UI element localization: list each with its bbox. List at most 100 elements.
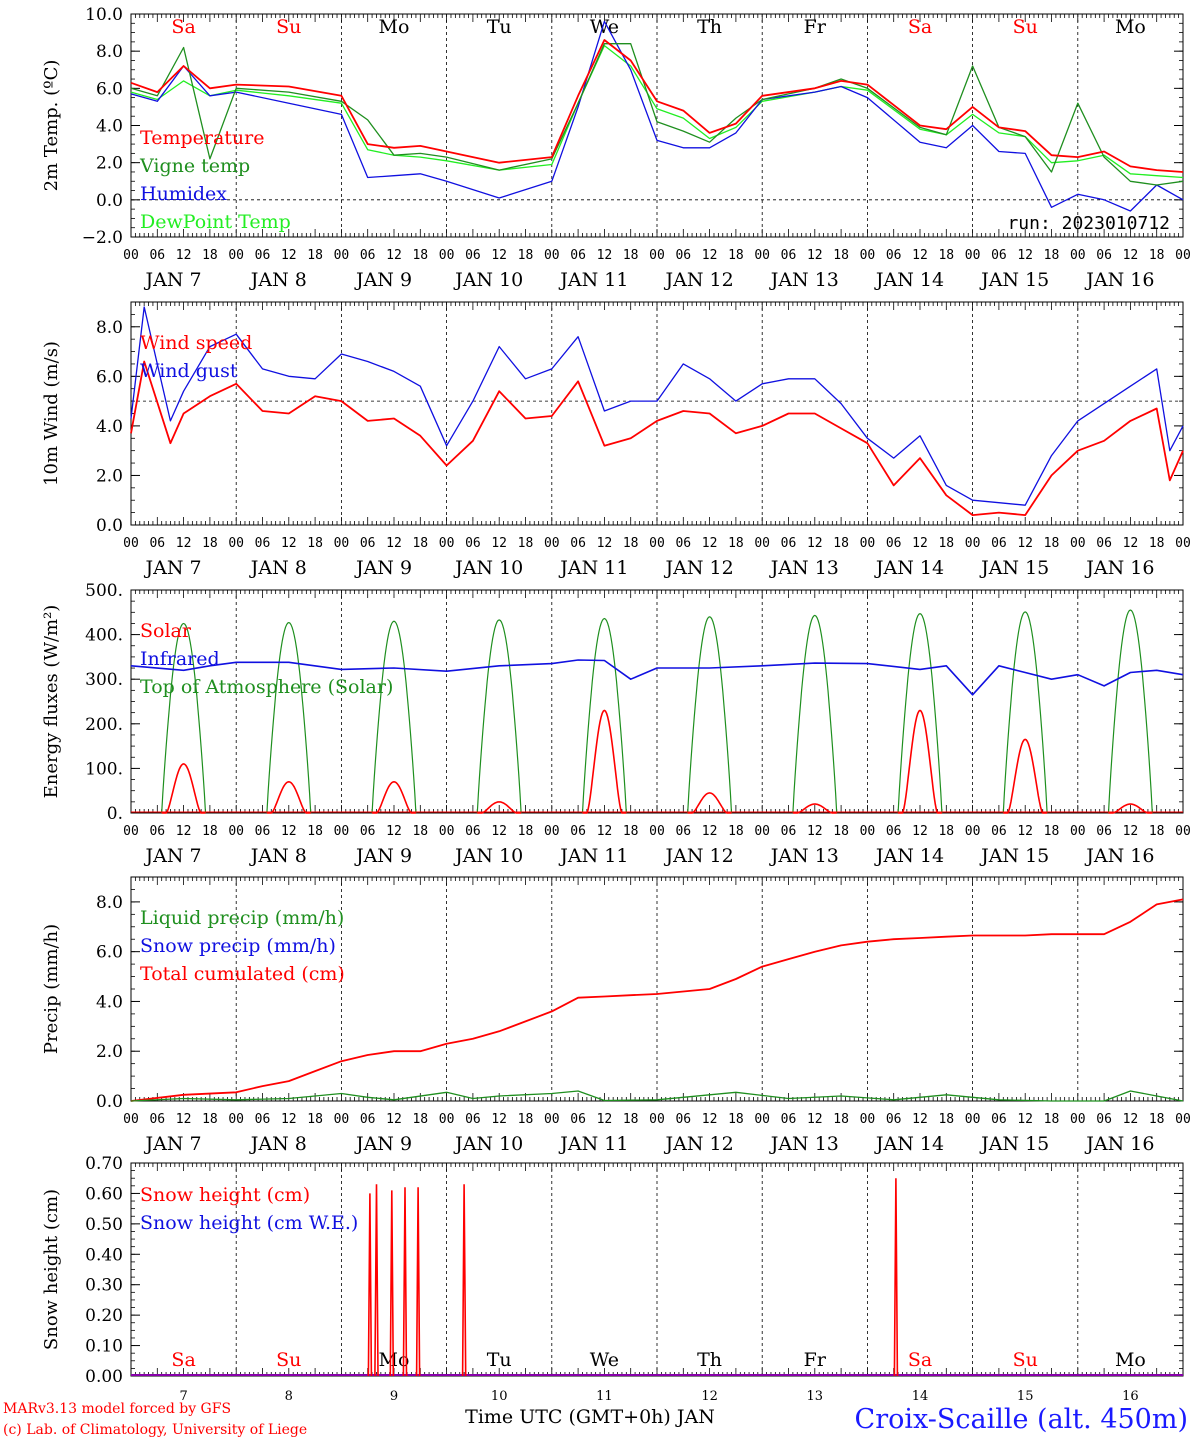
hour-tick-label: 12 xyxy=(386,248,402,263)
hour-tick-label: 12 xyxy=(1123,536,1139,551)
hour-tick-label: 06 xyxy=(465,536,481,551)
weekday-label: Sa xyxy=(171,1349,195,1371)
hour-tick-label: 00 xyxy=(228,824,244,839)
legend-entry: Wind speed xyxy=(140,332,252,354)
day-number-label: 13 xyxy=(807,1389,824,1404)
hour-tick-label: 12 xyxy=(702,248,718,263)
y-tick-label: 100. xyxy=(85,759,123,779)
y-tick-label: 2.0 xyxy=(96,1042,123,1062)
hour-tick-label: 18 xyxy=(1044,1112,1060,1127)
hour-tick-label: 18 xyxy=(518,824,534,839)
weekday-label: Th xyxy=(697,16,722,38)
hour-tick-label: 12 xyxy=(912,248,928,263)
y-tick-label: 8.0 xyxy=(96,893,123,913)
hour-tick-label: 12 xyxy=(176,824,192,839)
day-number-label: 8 xyxy=(285,1389,293,1404)
y-axis-title: 2m Temp. (ºC) xyxy=(41,60,62,192)
hour-tick-label: 00 xyxy=(649,1112,665,1127)
date-label: JAN 14 xyxy=(874,1133,944,1155)
hour-tick-label: 00 xyxy=(123,248,139,263)
y-tick-label: 6.0 xyxy=(96,79,123,99)
panel-temp: −2.0 0.0 2.0 4.0 6.0 8.0 10.0 2m Temp. (ºC) 00 06… xyxy=(41,5,1191,291)
snow-height-spike xyxy=(389,1190,395,1377)
weekday-label: Su xyxy=(1013,16,1038,38)
date-label: JAN 11 xyxy=(558,557,628,579)
weekday-label: We xyxy=(590,16,619,38)
y-tick-label: 0.30 xyxy=(85,1276,123,1296)
solar-curve xyxy=(687,792,732,814)
y-tick-label: 2.0 xyxy=(96,154,123,174)
hour-tick-label: 06 xyxy=(991,824,1007,839)
hour-tick-label: 18 xyxy=(623,1112,639,1127)
hour-tick-label: 12 xyxy=(807,248,823,263)
y-tick-label: 0.10 xyxy=(85,1337,123,1357)
hour-tick-label: 00 xyxy=(965,536,981,551)
y-tick-label: 0.60 xyxy=(85,1184,123,1204)
hour-tick-label: 06 xyxy=(360,536,376,551)
hour-tick-label: 00 xyxy=(334,536,350,551)
weekday-label: Tu xyxy=(487,1349,512,1371)
hour-tick-label: 18 xyxy=(307,536,323,551)
hour-tick-label: 00 xyxy=(544,536,560,551)
hour-tick-label: 00 xyxy=(1175,1112,1191,1127)
solar-curve xyxy=(266,780,311,814)
toa-solar-curve xyxy=(792,614,838,814)
hour-tick-label: 00 xyxy=(1175,248,1191,263)
hour-tick-label: 12 xyxy=(807,824,823,839)
date-label: JAN 10 xyxy=(453,557,523,579)
hour-tick-label: 18 xyxy=(623,824,639,839)
snow-height-spike xyxy=(402,1187,408,1377)
hour-tick-label: 06 xyxy=(149,824,165,839)
date-label: JAN 8 xyxy=(249,557,307,579)
hour-tick-label: 00 xyxy=(754,536,770,551)
toa-solar-curve xyxy=(687,616,733,814)
date-label: JAN 13 xyxy=(769,269,839,291)
hour-tick-label: 12 xyxy=(702,824,718,839)
hour-tick-label: 12 xyxy=(1123,1112,1139,1127)
date-label: JAN 12 xyxy=(664,269,734,291)
weekday-label: Mo xyxy=(379,16,410,38)
hour-tick-label: 06 xyxy=(781,248,797,263)
hour-tick-label: 00 xyxy=(965,1112,981,1127)
y-tick-label: −2.0 xyxy=(82,228,123,248)
y-tick-label: 6.0 xyxy=(96,943,123,963)
hour-tick-label: 00 xyxy=(123,824,139,839)
hour-tick-label: 18 xyxy=(728,824,744,839)
hour-tick-label: 06 xyxy=(1096,1112,1112,1127)
hour-tick-label: 12 xyxy=(1017,1112,1033,1127)
weekday-label: We xyxy=(590,1349,619,1371)
hour-tick-label: 12 xyxy=(491,248,507,263)
hour-tick-label: 00 xyxy=(649,536,665,551)
date-label: JAN 16 xyxy=(1084,845,1154,867)
hour-tick-label: 06 xyxy=(465,1112,481,1127)
legend-entry: Snow height (cm W.E.) xyxy=(140,1212,358,1234)
day-number-label: 7 xyxy=(179,1389,187,1404)
footer-credit: (c) Lab. of Climatology, University of L… xyxy=(3,1422,307,1438)
hour-tick-label: 06 xyxy=(570,824,586,839)
hour-tick-label: 06 xyxy=(781,536,797,551)
hour-tick-label: 12 xyxy=(1017,536,1033,551)
hour-tick-label: 12 xyxy=(597,248,613,263)
date-label: JAN 10 xyxy=(453,845,523,867)
hour-tick-label: 18 xyxy=(833,824,849,839)
date-label: JAN 13 xyxy=(769,1133,839,1155)
toa-solar-curve xyxy=(371,620,417,814)
hour-tick-label: 12 xyxy=(912,536,928,551)
hour-tick-label: 18 xyxy=(412,1112,428,1127)
y-tick-label: 0. xyxy=(107,804,123,824)
hour-tick-label: 12 xyxy=(491,824,507,839)
toa-solar-curve xyxy=(581,617,627,814)
hour-tick-label: 06 xyxy=(570,1112,586,1127)
weekday-label: Su xyxy=(1013,1349,1038,1371)
hour-tick-label: 06 xyxy=(886,824,902,839)
hour-tick-label: 12 xyxy=(597,824,613,839)
liquid-precip-mm-h--series-line xyxy=(130,1090,1184,1102)
snow-height-spike xyxy=(374,1184,379,1377)
hour-tick-label: 18 xyxy=(518,248,534,263)
hour-tick-label: 00 xyxy=(123,1112,139,1127)
hour-tick-label: 06 xyxy=(1096,824,1112,839)
hour-tick-label: 00 xyxy=(1070,248,1086,263)
date-label: JAN 15 xyxy=(979,1133,1049,1155)
solar-curve xyxy=(582,709,627,814)
